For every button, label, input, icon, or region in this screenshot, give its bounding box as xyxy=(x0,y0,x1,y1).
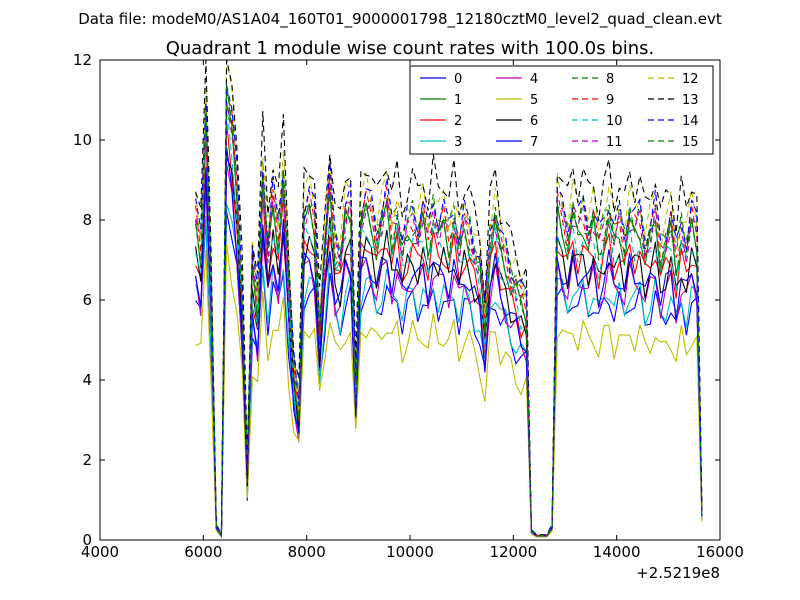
legend-label-7: 7 xyxy=(530,135,538,150)
series-line-9 xyxy=(195,93,703,536)
legend-label-10: 10 xyxy=(606,114,623,129)
series-line-15 xyxy=(195,85,703,538)
x-tick-label: 12000 xyxy=(489,543,537,561)
legend-label-9: 9 xyxy=(606,93,614,108)
x-tick-label: 8000 xyxy=(288,543,326,561)
series-line-4 xyxy=(195,163,703,538)
legend-label-14: 14 xyxy=(682,114,699,129)
legend-label-3: 3 xyxy=(454,135,462,150)
legend-label-13: 13 xyxy=(682,93,699,108)
y-tick-label: 6 xyxy=(82,291,92,309)
legend-label-6: 6 xyxy=(530,114,538,129)
legend-label-4: 4 xyxy=(530,72,538,87)
series-line-2 xyxy=(195,121,703,538)
x-tick-label: 10000 xyxy=(386,543,434,561)
legend-label-0: 0 xyxy=(454,72,462,87)
x-axis-offset-label: +2.5219e8 xyxy=(636,564,720,582)
series-line-14 xyxy=(195,85,703,536)
legend-label-12: 12 xyxy=(682,72,699,87)
legend-label-5: 5 xyxy=(530,93,538,108)
legend-label-11: 11 xyxy=(606,135,623,150)
legend-label-2: 2 xyxy=(454,114,462,129)
x-tick-label: 4000 xyxy=(81,543,119,561)
series-line-5 xyxy=(195,244,703,539)
x-axis: 4000 6000 8000 10000 12000 14000 16000 xyxy=(81,60,744,561)
x-tick-label: 16000 xyxy=(696,543,744,561)
y-tick-label: 2 xyxy=(82,451,92,469)
y-tick-label: 10 xyxy=(73,131,92,149)
y-tick-label: 4 xyxy=(82,371,92,389)
y-tick-label: 0 xyxy=(82,531,92,549)
series-line-7 xyxy=(195,146,703,538)
series-line-10 xyxy=(195,103,703,538)
x-tick-label: 14000 xyxy=(593,543,641,561)
legend-box xyxy=(409,65,714,155)
legend-label-1: 1 xyxy=(454,93,462,108)
legend-label-15: 15 xyxy=(682,135,699,150)
y-tick-label: 8 xyxy=(82,211,92,229)
series-line-13 xyxy=(195,59,703,536)
series-line-11 xyxy=(195,101,703,538)
plot-area xyxy=(195,59,703,539)
legend-label-8: 8 xyxy=(606,72,614,87)
y-tick-label: 12 xyxy=(73,51,92,69)
series-line-1 xyxy=(195,103,703,538)
series-line-8 xyxy=(195,83,703,536)
chart-title: Quadrant 1 module wise count rates with … xyxy=(166,38,655,59)
x-tick-label: 6000 xyxy=(184,543,222,561)
chart-suptitle: Data file: modeM0/AS1A04_160T01_90000017… xyxy=(78,10,722,29)
